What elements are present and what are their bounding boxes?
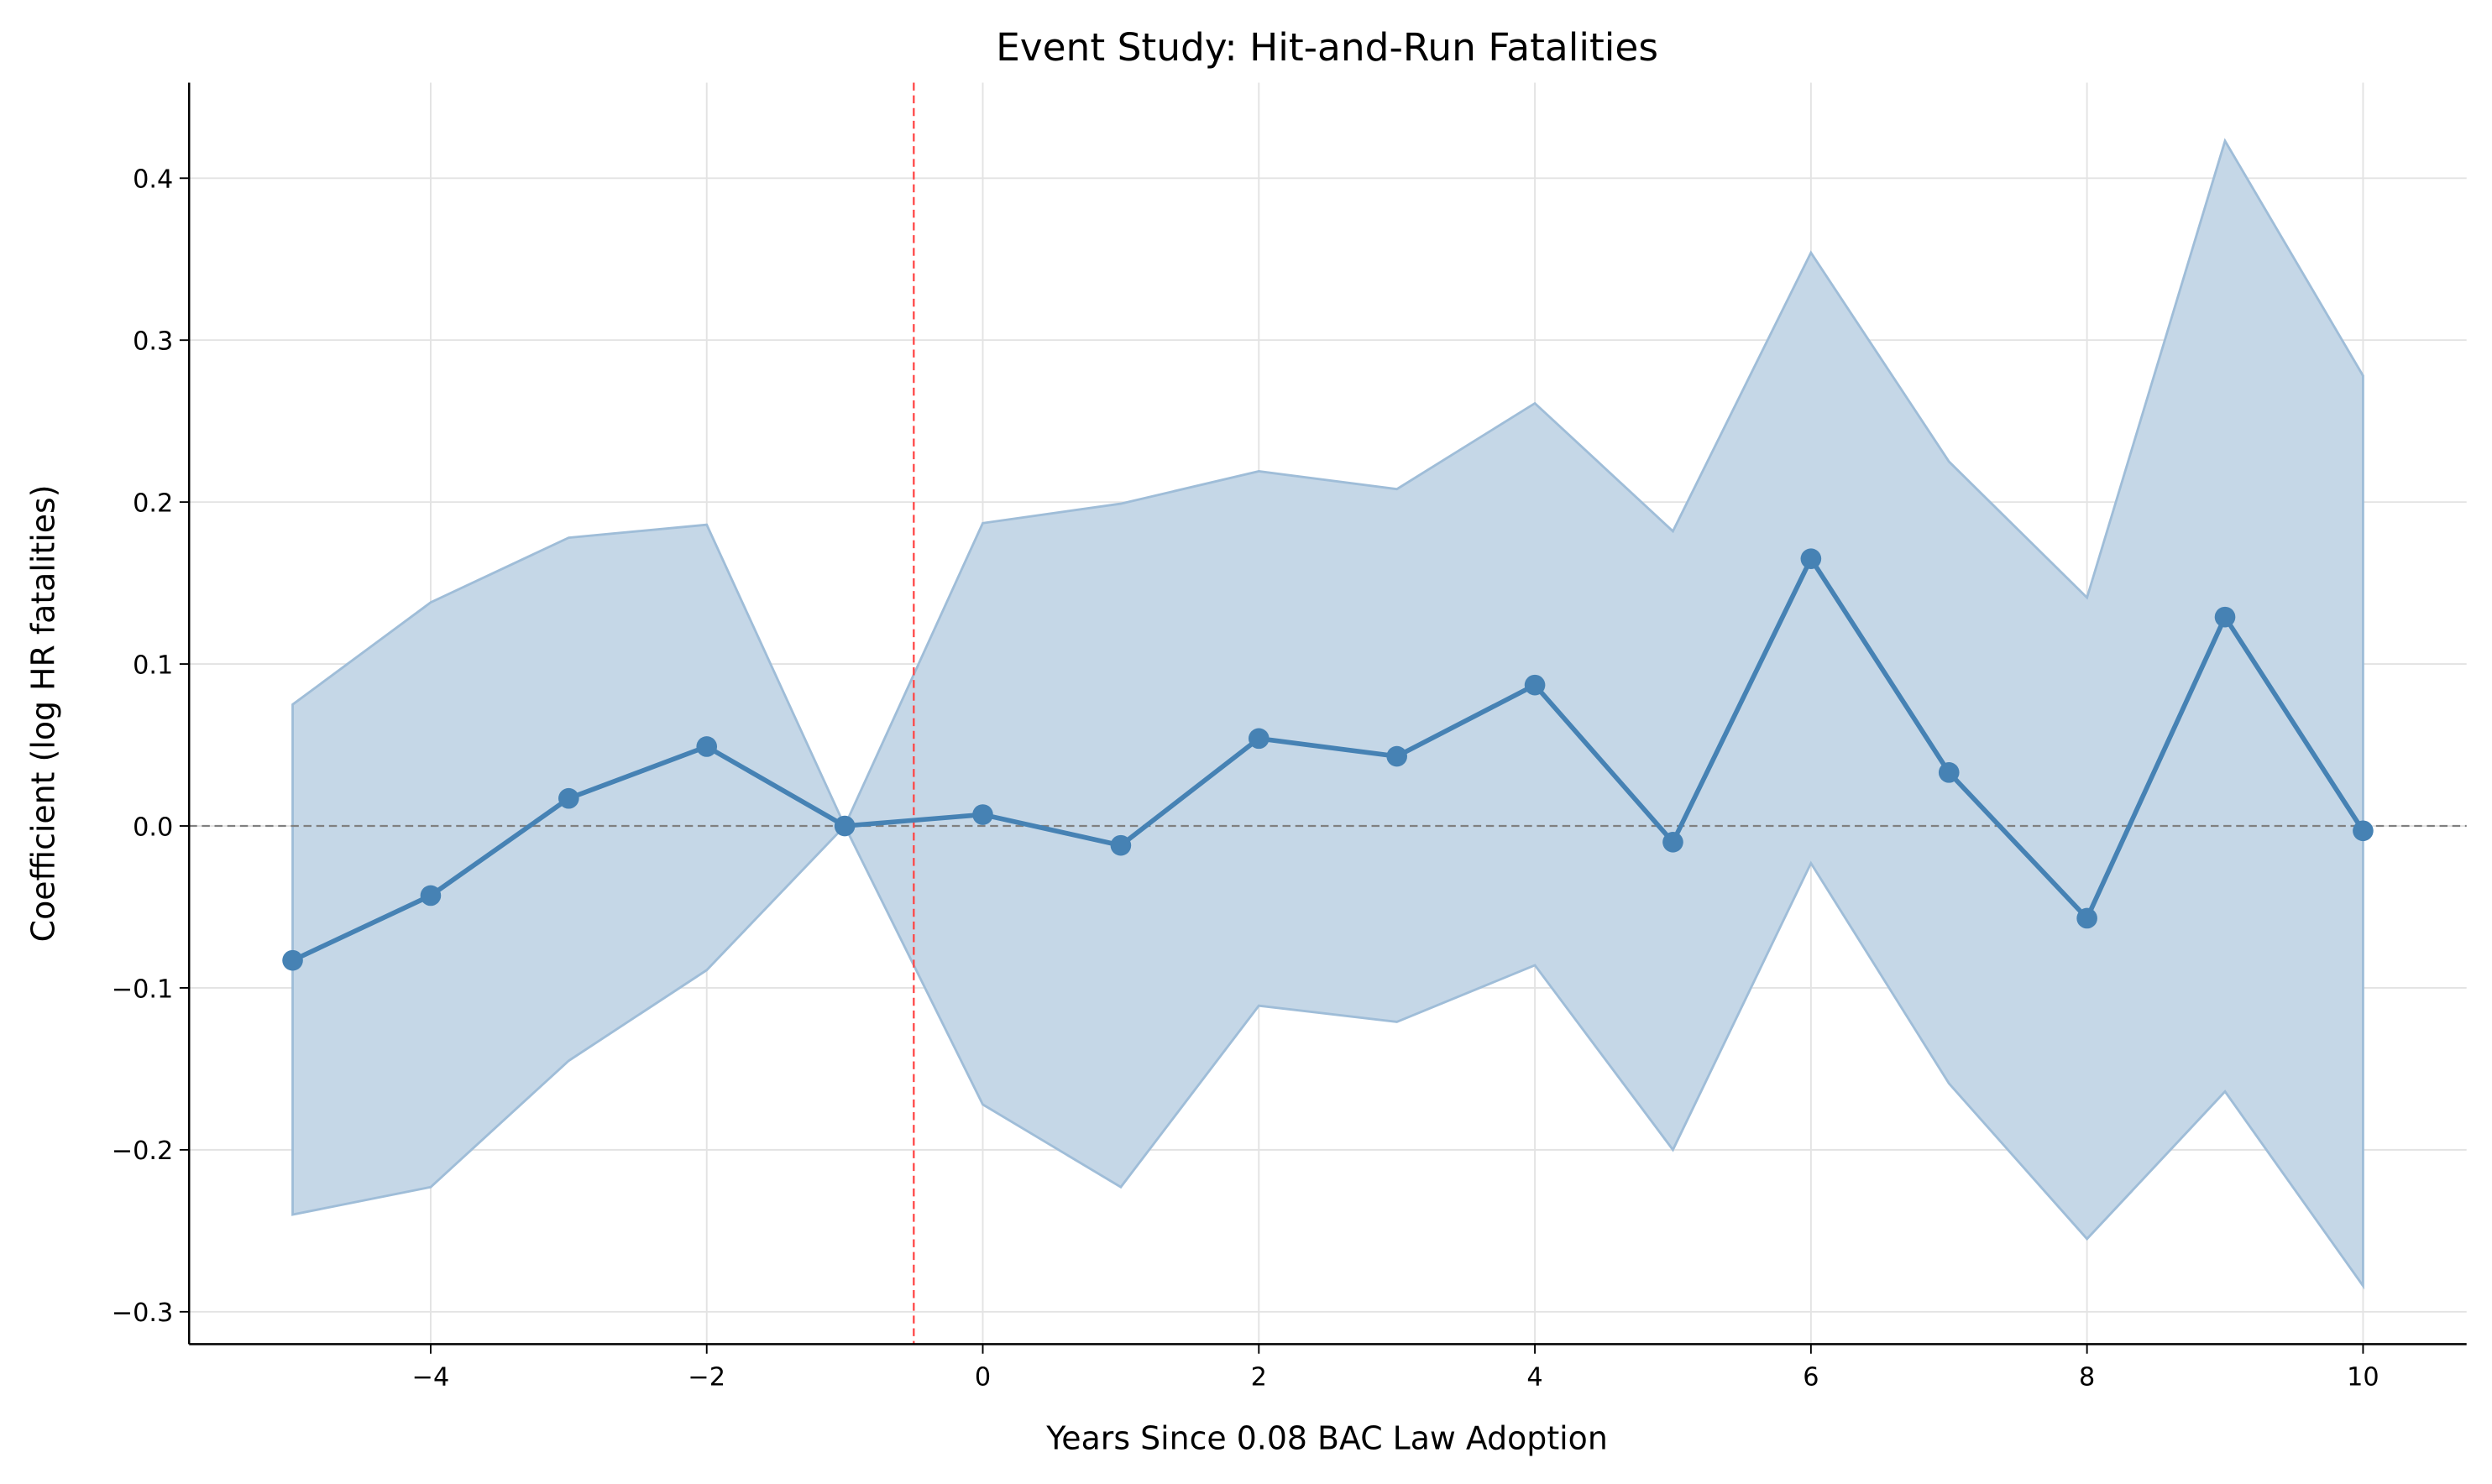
x-tick-label: −4 xyxy=(412,1363,450,1393)
confidence-interval-band xyxy=(291,138,2364,1290)
x-tick-label: −2 xyxy=(688,1363,725,1393)
y-tick-label: 0.2 xyxy=(133,489,173,519)
coefficient-point xyxy=(1110,834,1132,856)
x-tick-label: 8 xyxy=(2079,1363,2095,1393)
y-tick-label: 0.1 xyxy=(133,651,173,680)
coefficient-point xyxy=(2353,820,2374,842)
x-tick-label: 2 xyxy=(1251,1363,1267,1393)
y-tick-label: 0.0 xyxy=(133,813,173,842)
coefficient-point xyxy=(1248,728,1270,750)
x-tick-label: 6 xyxy=(1803,1363,1819,1393)
coefficient-point xyxy=(696,736,718,757)
coefficient-point xyxy=(558,787,579,809)
y-tick-label: 0.4 xyxy=(133,165,173,195)
coefficient-series xyxy=(282,548,2374,971)
x-axis-label: Years Since 0.08 BAC Law Adoption xyxy=(1045,1419,1608,1456)
coefficient-point xyxy=(1524,674,1546,696)
x-tick-label: 0 xyxy=(975,1363,991,1393)
reference-lines xyxy=(189,82,2467,1345)
coefficient-point xyxy=(1938,762,1960,783)
coefficient-point xyxy=(834,815,856,837)
chart-title: Event Study: Hit-and-Run Fatalities xyxy=(996,25,1658,70)
coefficient-point xyxy=(2214,606,2236,628)
coefficient-point xyxy=(972,804,993,825)
x-tick-label: 4 xyxy=(1526,1363,1542,1393)
coefficient-line xyxy=(291,553,2365,963)
coefficient-point xyxy=(1386,745,1407,767)
y-tick-label: −0.3 xyxy=(112,1298,174,1328)
coefficient-point xyxy=(2076,907,2097,929)
ci-band xyxy=(291,138,2364,1290)
axes: −4 −2 0 2 4 6 8 10 −0.3 −0.2 −0.1 0.0 0.1 0.2 0.3 0.4 xyxy=(112,82,2467,1393)
y-tick-label: 0.3 xyxy=(133,327,173,357)
coefficient-point xyxy=(1800,548,1822,569)
y-tick-label: −0.2 xyxy=(112,1137,174,1166)
y-axis-label: Coefficient (log HR fatalities) xyxy=(24,484,61,942)
x-tick-label: 10 xyxy=(2347,1363,2379,1393)
coefficient-point xyxy=(1662,832,1683,853)
coefficient-point xyxy=(282,949,303,971)
coefficient-point xyxy=(420,885,442,907)
y-tick-label: −0.1 xyxy=(112,975,174,1004)
